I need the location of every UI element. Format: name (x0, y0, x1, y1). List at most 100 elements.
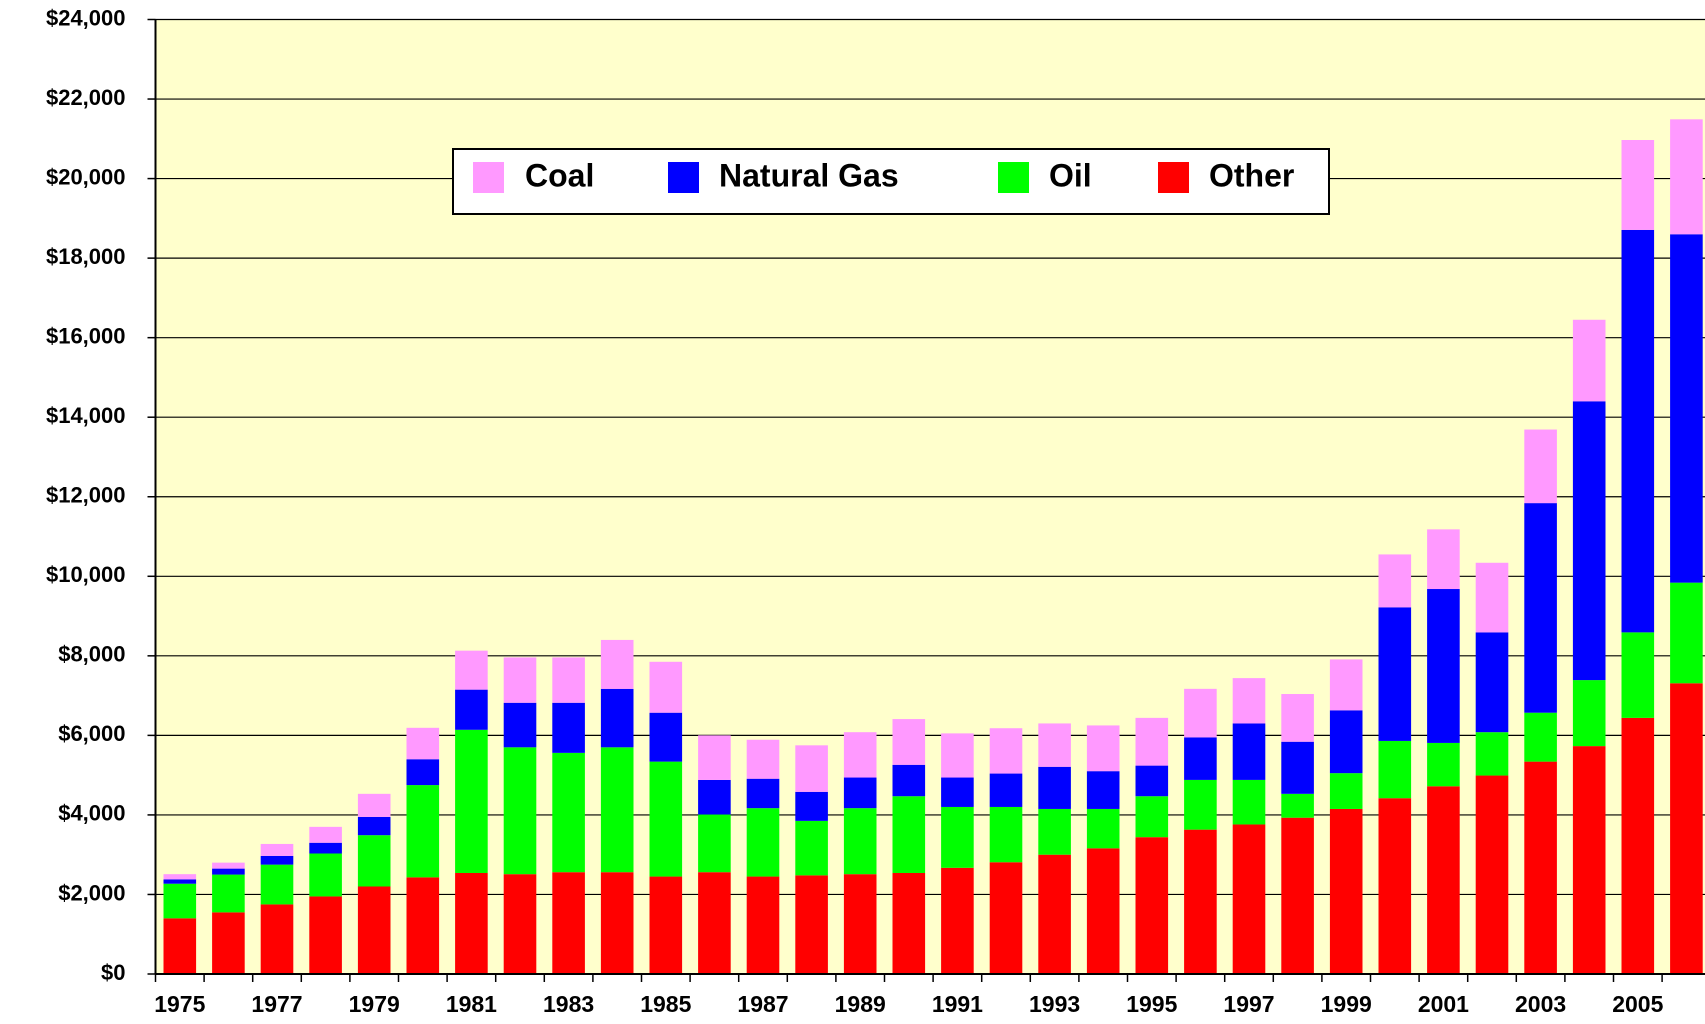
bar-segment (1086, 771, 1120, 809)
bar-segment (1621, 717, 1655, 974)
bar-segment (1329, 659, 1363, 711)
x-tick-label: 1987 (737, 991, 788, 1017)
bar-segment (260, 843, 294, 856)
bar-segment (1524, 503, 1557, 713)
bar-segment (941, 777, 974, 807)
y-tick-label: $0 (101, 960, 125, 985)
bar-segment (455, 650, 488, 690)
bar-segment (649, 712, 683, 762)
bar-segment (1475, 632, 1509, 733)
bar-segment (1524, 712, 1557, 762)
bar-segment (795, 791, 828, 821)
bar-segment (503, 702, 537, 748)
bar-segment (1475, 732, 1509, 776)
x-tick-label: 1981 (446, 991, 497, 1017)
bar-segment (455, 729, 488, 873)
bar-segment (698, 779, 731, 815)
bar-segment (843, 874, 877, 974)
bar-segment (795, 875, 828, 974)
bar-segment (406, 877, 440, 974)
legend-swatch (473, 162, 504, 193)
bar-segment (357, 816, 391, 836)
bar-segment (1232, 779, 1266, 825)
y-tick-label: $20,000 (46, 164, 126, 189)
bar-segment (1670, 683, 1703, 974)
y-tick-label: $22,000 (46, 85, 126, 110)
bar-segment (1038, 808, 1071, 855)
bar-segment (1621, 140, 1655, 230)
bar-segment (503, 657, 537, 703)
legend-label: Other (1209, 157, 1294, 193)
bar-segment (795, 820, 828, 876)
x-tick-label: 1983 (543, 991, 594, 1017)
x-tick-label: 1979 (349, 991, 400, 1017)
bar-segment (1572, 746, 1606, 974)
bar-segment (746, 808, 780, 877)
bar-segment (1378, 607, 1412, 741)
bar-segment (1621, 229, 1655, 633)
bar-segment (163, 874, 197, 880)
bar-segment (1135, 837, 1169, 974)
bar-segment (309, 896, 342, 974)
bar-segment (941, 867, 974, 974)
bar-segment (1427, 742, 1460, 787)
x-tick-label: 1997 (1223, 991, 1274, 1017)
x-tick-label: 1985 (640, 991, 691, 1017)
bar-segment (989, 773, 1023, 807)
bar-segment (941, 806, 974, 868)
bar-segment (1184, 688, 1217, 738)
y-tick-label: $10,000 (46, 562, 126, 587)
bar-segment (600, 639, 634, 689)
bar-segment (746, 739, 780, 779)
bar-segment (892, 796, 926, 873)
bar-segment (1232, 678, 1266, 724)
bar-segment (892, 872, 926, 974)
bar-segment (212, 868, 245, 875)
bar-segment (698, 872, 731, 974)
bar-segment (1475, 562, 1509, 633)
bar-segment (1135, 765, 1169, 797)
y-tick-label: $14,000 (46, 403, 126, 428)
bar-segment (1572, 401, 1606, 681)
bar-segment (1038, 723, 1071, 767)
y-tick-label: $12,000 (46, 483, 126, 508)
bar-segment (1038, 766, 1071, 809)
bar-segment (649, 761, 683, 877)
bar-segment (1086, 808, 1120, 849)
bar-segment (309, 853, 342, 897)
legend-label: Natural Gas (719, 157, 899, 193)
bar-segment (260, 855, 294, 865)
x-tick-label: 1993 (1029, 991, 1080, 1017)
bar-segment (357, 886, 391, 974)
x-tick-label: 2001 (1418, 991, 1469, 1017)
bar-segment (1184, 737, 1217, 780)
bar-segment (406, 759, 440, 786)
bar-segment (552, 702, 585, 753)
bar-segment (455, 689, 488, 730)
bar-segment (843, 732, 877, 778)
bar-segment (1621, 632, 1655, 718)
bar-segment (309, 842, 342, 854)
bar-segment (843, 777, 877, 809)
bar-segment (1524, 429, 1557, 504)
bar-segment (1086, 848, 1120, 974)
bar-segment (357, 793, 391, 817)
bar-segment (746, 876, 780, 974)
legend-label: Coal (525, 157, 594, 193)
bar-segment (1232, 723, 1266, 780)
y-tick-label: $16,000 (46, 323, 126, 348)
bar-segment (552, 872, 585, 974)
y-tick-label: $8,000 (58, 642, 125, 667)
bar-segment (1281, 817, 1314, 974)
bar-segment (309, 826, 342, 843)
bar-segment (1524, 761, 1557, 974)
y-tick-label: $2,000 (58, 880, 125, 905)
bar-segment (260, 864, 294, 905)
bar-segment (1329, 773, 1363, 809)
y-tick-label: $24,000 (46, 5, 126, 30)
bar-segment (1572, 319, 1606, 402)
bar-segment (1329, 710, 1363, 774)
bar-segment (406, 727, 440, 760)
